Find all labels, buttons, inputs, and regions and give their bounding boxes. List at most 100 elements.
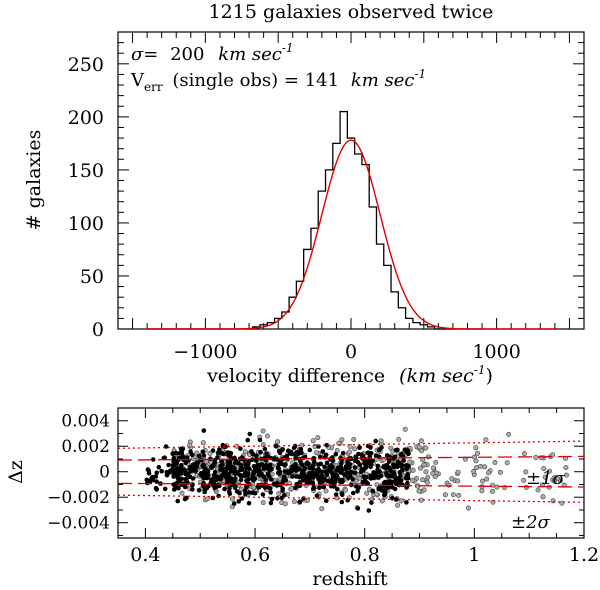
sigma-value: 200 xyxy=(170,44,204,65)
verr-units-exp: -1 xyxy=(414,67,426,81)
band-1sigma-lower xyxy=(117,482,585,488)
scatter-point-open xyxy=(449,476,455,482)
scatter-x-tick-label: 1 xyxy=(468,544,480,566)
scatter-point-filled xyxy=(360,479,366,485)
scatter-point-filled xyxy=(352,458,358,464)
scatter-point-open xyxy=(242,449,248,455)
scatter-point-filled xyxy=(378,473,384,479)
histogram-x-label-exp: -1 xyxy=(474,363,486,377)
scatter-point-filled xyxy=(243,464,249,469)
scatter-point-filled xyxy=(187,474,193,480)
scatter-point-filled xyxy=(253,458,259,464)
sigma-units-exp: -1 xyxy=(282,41,294,55)
scatter-point-filled xyxy=(156,464,162,470)
scatter-point-open xyxy=(473,465,479,471)
scatter-point-open xyxy=(494,484,500,490)
scatter-point-filled xyxy=(172,470,178,476)
scatter-point-filled xyxy=(166,462,171,468)
scatter-point-open xyxy=(446,482,452,488)
scatter-point-open xyxy=(483,437,489,443)
scatter-point-filled xyxy=(324,442,330,448)
scatter-point-filled xyxy=(387,479,392,484)
scatter-point-filled xyxy=(283,469,288,475)
scatter-point-filled xyxy=(347,473,353,479)
scatter-point-filled xyxy=(391,464,397,470)
scatter-point-open xyxy=(533,454,539,460)
scatter-point-filled xyxy=(154,479,159,484)
scatter-point-open xyxy=(456,492,462,498)
scatter-point-filled xyxy=(275,496,280,501)
scatter-point-filled xyxy=(253,453,259,459)
scatter-point-filled xyxy=(340,450,346,456)
sigma-units: km sec xyxy=(218,44,282,65)
scatter-point-filled xyxy=(310,466,316,472)
scatter-point-filled xyxy=(262,446,268,452)
scatter-point-open xyxy=(563,465,569,471)
scatter-point-filled xyxy=(405,476,411,481)
histogram-y-tick-label: 150 xyxy=(68,160,104,182)
scatter-point-open xyxy=(506,431,512,437)
scatter-point-open xyxy=(425,454,431,460)
scatter-point-open xyxy=(442,492,448,498)
scatter-point-filled xyxy=(280,488,285,494)
scatter-point-open xyxy=(200,440,206,446)
scatter-point-filled xyxy=(247,431,253,437)
histogram-y-tick-label: 250 xyxy=(68,54,104,76)
verr-label: V xyxy=(130,70,145,91)
scatter-point-open xyxy=(410,467,416,473)
scatter-point-open xyxy=(351,436,357,442)
histogram-x-label-units: (km sec xyxy=(399,365,474,387)
histogram-y-tick-label: 200 xyxy=(68,107,104,129)
scatter-point-filled xyxy=(153,474,159,479)
scatter-point-open xyxy=(416,488,422,494)
scatter-point-filled xyxy=(237,472,242,478)
scatter-point-filled xyxy=(398,452,404,457)
histogram-x-tick-labels: −1000 0 1000 xyxy=(173,341,521,363)
scatter-point-filled xyxy=(361,456,367,462)
scatter-x-tick-label: 0.6 xyxy=(240,544,270,566)
scatter-point-filled xyxy=(226,464,232,470)
scatter-point-filled xyxy=(211,481,217,487)
scatter-point-open xyxy=(179,490,185,496)
scatter-point-filled xyxy=(279,495,285,501)
scatter-point-filled xyxy=(368,462,374,468)
scatter-point-filled xyxy=(337,477,343,483)
scatter-point-filled xyxy=(297,499,303,505)
scatter-point-filled xyxy=(324,460,330,466)
scatter-point-filled xyxy=(402,447,408,453)
scatter-point-open xyxy=(315,435,321,441)
scatter-point-filled xyxy=(307,471,312,477)
scatter-point-filled xyxy=(271,456,276,461)
scatter-point-filled xyxy=(223,444,228,450)
scatter-point-filled xyxy=(231,501,237,506)
scatter-point-filled xyxy=(238,446,243,452)
scatter-x-tick-labels: 0.4 0.6 0.8 1 1.2 xyxy=(130,544,599,566)
scatter-point-filled xyxy=(245,437,250,443)
scatter-point-open xyxy=(276,491,282,497)
verr-annotation: Verr (single obs) = 141 km sec-1 xyxy=(130,67,426,96)
scatter-point-open xyxy=(416,444,422,450)
band-1sigma-upper xyxy=(117,455,585,461)
scatter-point-filled xyxy=(369,500,374,505)
scatter-point-filled xyxy=(246,490,252,495)
scatter-point-filled xyxy=(283,477,289,483)
scatter-y-label: Δz xyxy=(5,460,27,484)
scatter-point-filled xyxy=(357,445,362,450)
scatter-point-filled xyxy=(311,485,317,490)
scatter-points xyxy=(144,426,569,513)
scatter-point-filled xyxy=(297,474,303,480)
scatter-y-tick-label: 0.004 xyxy=(61,412,110,432)
scatter-point-open xyxy=(550,452,556,458)
scatter-point-filled xyxy=(244,478,249,483)
scatter-point-filled xyxy=(183,471,189,477)
scatter-point-filled xyxy=(366,458,371,464)
scatter-point-filled xyxy=(333,492,339,497)
scatter-point-open xyxy=(339,437,345,443)
scatter-point-open xyxy=(260,428,266,434)
scatter-point-filled xyxy=(335,467,341,473)
scatter-point-filled xyxy=(267,462,273,468)
histogram-title: 1215 galaxies observed twice xyxy=(209,1,494,23)
scatter-point-filled xyxy=(320,477,325,483)
scatter-point-filled xyxy=(205,475,210,481)
scatter-point-filled xyxy=(250,490,255,496)
